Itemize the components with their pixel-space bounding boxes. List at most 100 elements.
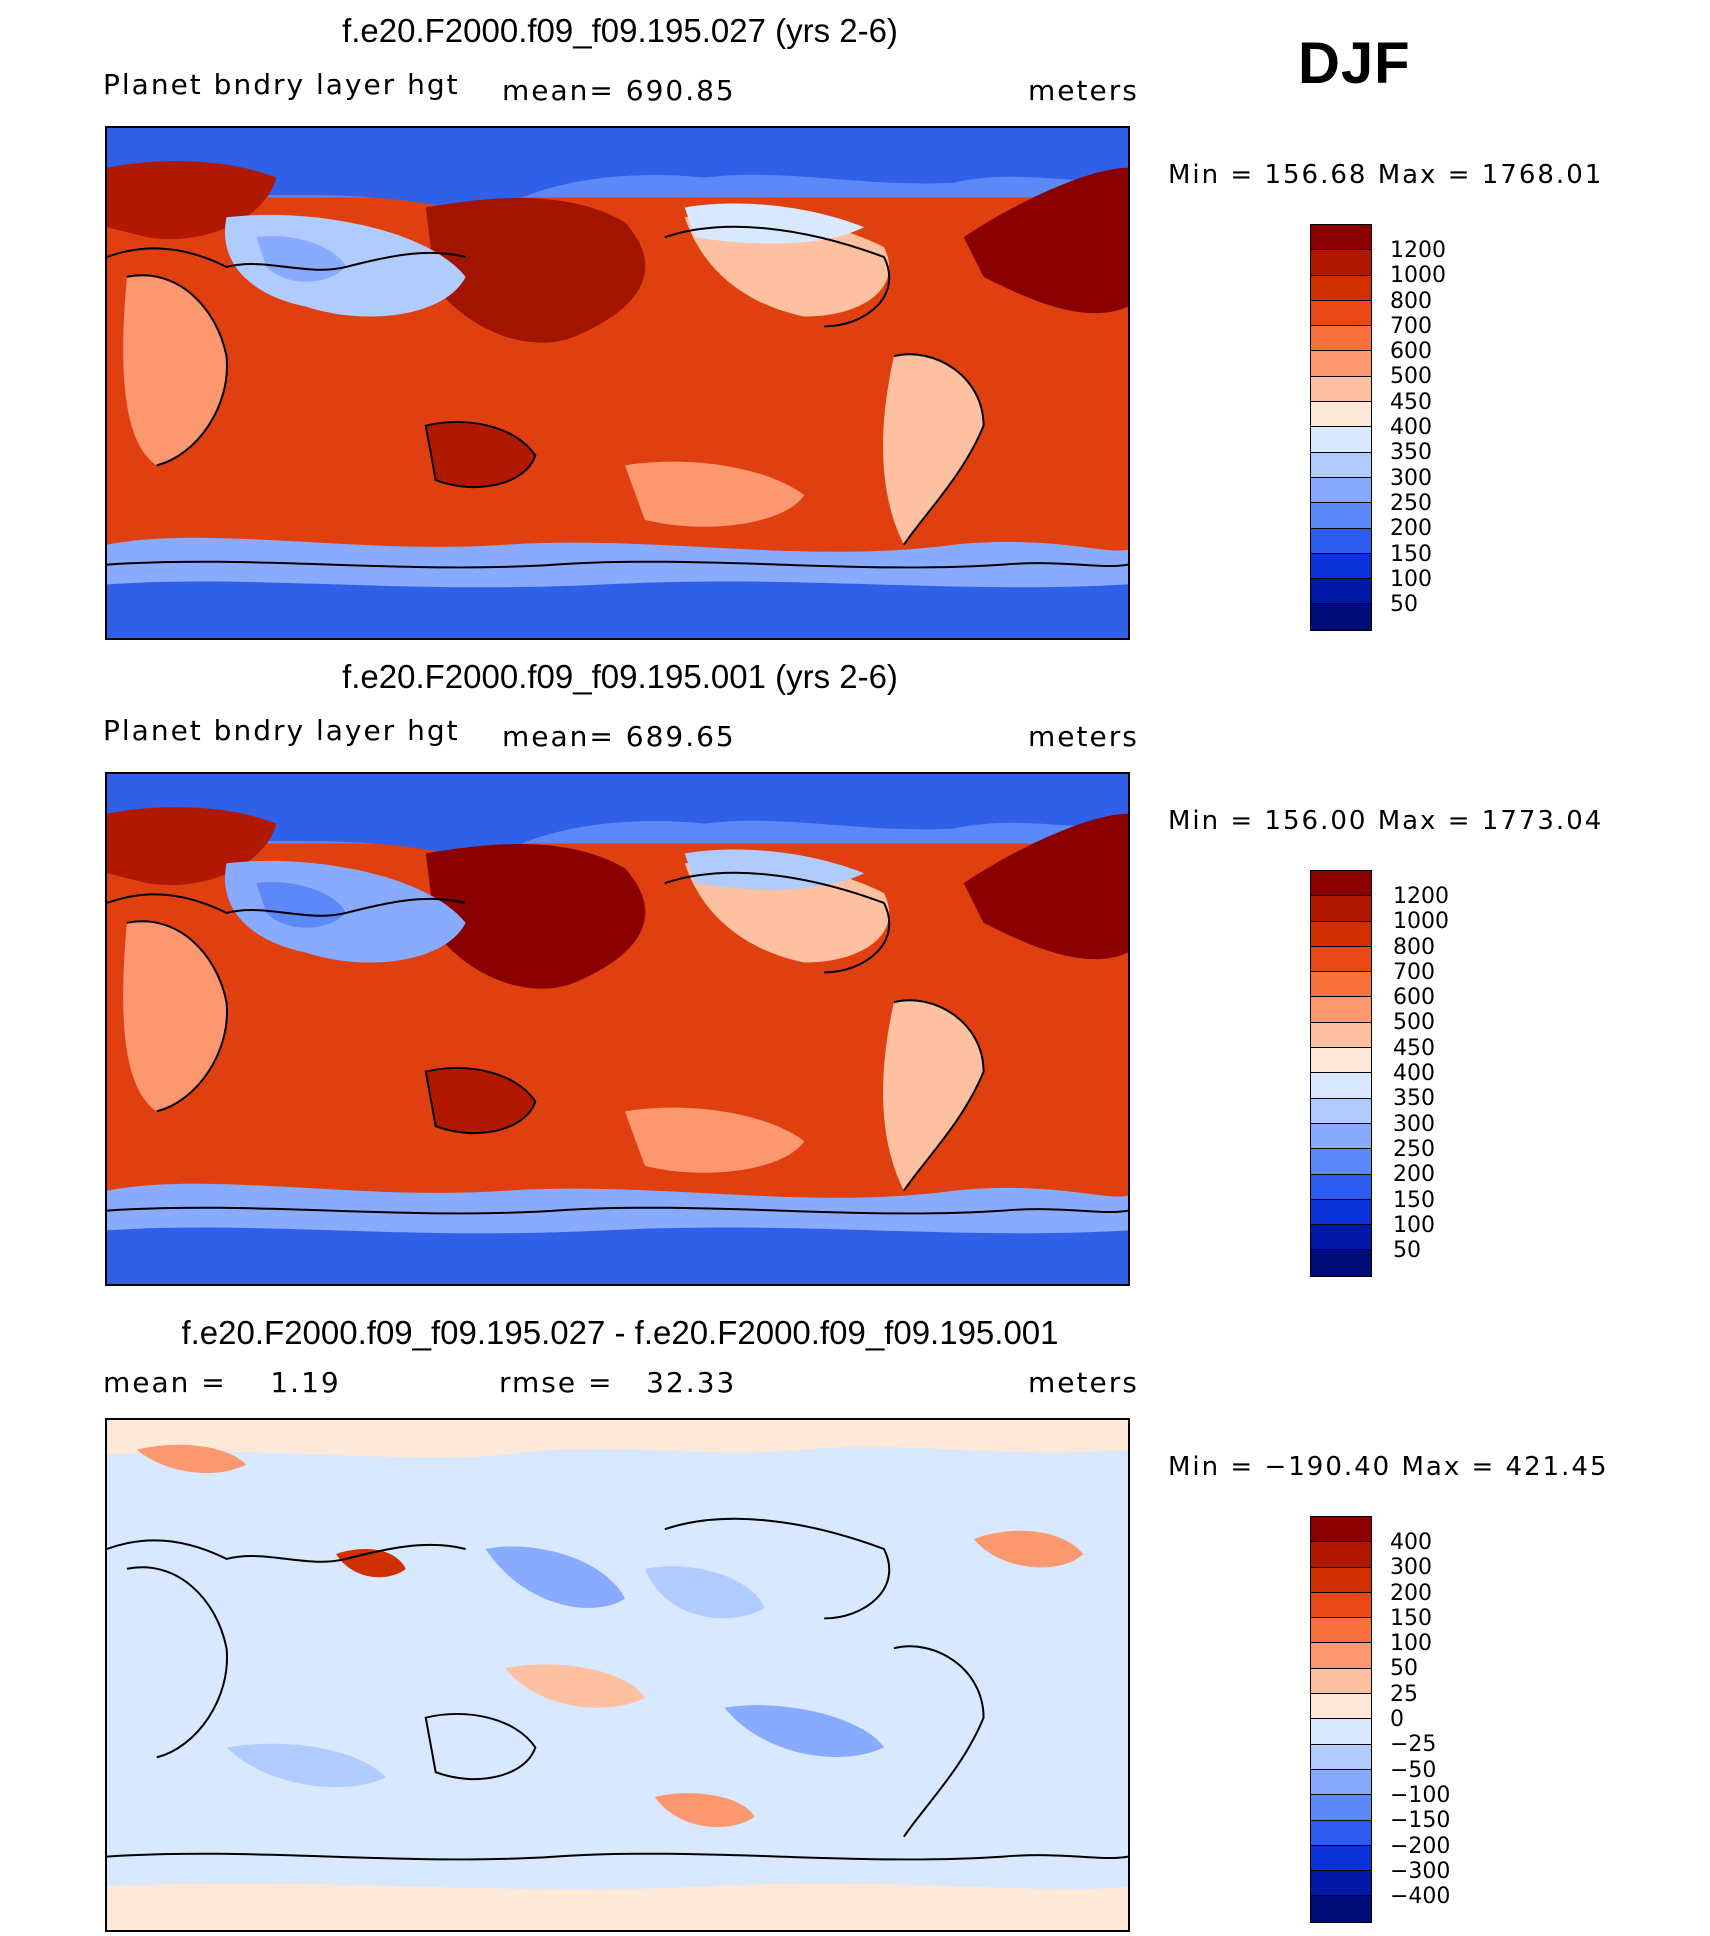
colorbar-swatch: [1311, 477, 1371, 504]
colorbar-label: −400: [1390, 1884, 1451, 1910]
colorbar-label: 200: [1390, 516, 1432, 542]
colorbar-swatch: [1311, 1250, 1371, 1276]
south-pacific-positive: [654, 1793, 755, 1828]
colorbar-label: 100: [1390, 566, 1432, 592]
colorbar-swatch: [1311, 896, 1371, 922]
colorbar-swatch: [1311, 997, 1371, 1023]
colorbar-label: 200: [1390, 1580, 1432, 1606]
colorbar-swatch: [1311, 972, 1371, 998]
colorbar-label: 150: [1390, 541, 1432, 567]
panel-1-title: f.e20.F2000.f09_f09.195.027 (yrs 2-6): [342, 12, 898, 49]
panel-2-units-label: meters: [1028, 720, 1139, 753]
arctic-low: [107, 774, 1128, 864]
panel-3-mean-label: mean = 1.19: [103, 1366, 341, 1399]
difference-field: [107, 1420, 1128, 1930]
colorbar-swatch: [1311, 300, 1371, 327]
panel-3-map: [105, 1418, 1130, 1932]
colorbar-swatch: [1311, 1896, 1371, 1922]
colorbar-label: 400: [1393, 1061, 1435, 1087]
north-pacific-high: [425, 844, 646, 989]
canada-low: [684, 203, 865, 244]
colorbar-label: 300: [1390, 1555, 1432, 1581]
colorbar-swatch: [1311, 1592, 1371, 1619]
panel-2-minmax: Min = 156.00 Max = 1773.04: [1168, 806, 1604, 836]
coastlines: [107, 871, 1128, 1215]
colorbar-swatch: [1311, 1769, 1371, 1796]
panel-1-colorbar-labels: 1200 1000 800 700 600 500 450 400 350 300 250 200 15…: [1390, 238, 1446, 617]
arctic-positive: [107, 1420, 1128, 1458]
colorbar-label: 600: [1390, 339, 1432, 365]
colorbar-swatch: [1311, 1694, 1371, 1720]
panel-2-map: [105, 772, 1130, 1286]
colorbar-label: 500: [1390, 364, 1432, 390]
south-pacific-low: [624, 461, 805, 527]
colorbar-label: 400: [1390, 1530, 1432, 1555]
colorbar-label: 0: [1390, 1707, 1404, 1733]
pacific-negative: [485, 1546, 625, 1608]
europe-positive: [136, 1444, 247, 1474]
north-atlantic-high: [963, 813, 1128, 960]
colorbar-swatch: [1311, 1820, 1371, 1846]
colorbar-label: 500: [1393, 1010, 1435, 1036]
colorbar-swatch: [1311, 376, 1371, 403]
colorbar-label: 700: [1390, 313, 1432, 339]
colorbar-swatch: [1311, 1795, 1371, 1821]
south-america-land: [883, 1000, 984, 1191]
panel-1-variable-label: Planet bndry layer hgt: [103, 68, 460, 101]
colorbar-label: 200: [1393, 1162, 1435, 1188]
panel-1-colorbar: [1310, 224, 1372, 631]
colorbar-swatch: [1311, 1668, 1371, 1695]
africa-land: [123, 275, 228, 466]
colorbar-label: 1000: [1390, 263, 1446, 289]
australia-land: [425, 1067, 536, 1134]
antarctica-band: [107, 581, 1128, 638]
colorbar-swatch: [1311, 427, 1371, 453]
colorbar-swatch: [1311, 553, 1371, 580]
colorbar-label: 50: [1393, 1238, 1421, 1264]
colorbar-swatch: [1311, 225, 1371, 251]
antarctica-band: [107, 1227, 1128, 1284]
colorbar-swatch: [1311, 871, 1371, 897]
colorbar-label: 350: [1393, 1086, 1435, 1112]
colorbar-label: 1200: [1393, 884, 1449, 909]
colorbar-label: 50: [1390, 592, 1418, 618]
colorbar-label: 300: [1393, 1111, 1435, 1137]
colorbar-label: 700: [1393, 959, 1435, 985]
colorbar-swatch: [1311, 528, 1371, 554]
colorbar-label: 100: [1393, 1212, 1435, 1238]
colorbar-label: 400: [1390, 415, 1432, 441]
colorbar-swatch: [1311, 1871, 1371, 1897]
panel-2-colorbar-labels: 1200 1000 800 700 600 500 450 400 350 300 250 200 15…: [1393, 884, 1449, 1263]
colorbar-label: 1000: [1393, 909, 1449, 935]
antarctica-positive: [107, 1883, 1128, 1930]
colorbar-label: 450: [1393, 1035, 1435, 1061]
colorbar-label: 350: [1390, 440, 1432, 466]
colorbar-swatch: [1311, 946, 1371, 973]
colorbar-label: 250: [1390, 490, 1432, 516]
panel-2-variable-label: Planet bndry layer hgt: [103, 714, 460, 747]
panel-3-map-svg: [107, 1420, 1128, 1930]
colorbar-swatch: [1311, 275, 1371, 301]
panel-2-mean-label: mean= 689.65: [502, 720, 736, 753]
colorbar-swatch: [1311, 1719, 1371, 1745]
panel-1-map: [105, 126, 1130, 640]
panel-1-mean-label: mean= 690.85: [502, 74, 736, 107]
colorbar-swatch: [1311, 604, 1371, 630]
colorbar-label: −150: [1390, 1808, 1451, 1834]
panel-2-colorbar: [1310, 870, 1372, 1277]
colorbar-swatch: [1311, 1542, 1371, 1568]
canada-low: [684, 849, 865, 890]
pacific-negative-2: [644, 1566, 765, 1619]
atlantic-positive: [973, 1530, 1084, 1568]
south-pacific-negative: [724, 1705, 884, 1758]
colorbar-swatch: [1311, 1744, 1371, 1770]
colorbar-label: 300: [1390, 465, 1432, 491]
colorbar-swatch: [1311, 1123, 1371, 1150]
colorbar-label: 450: [1390, 389, 1432, 415]
colorbar-swatch: [1311, 1618, 1371, 1644]
north-pacific-high: [425, 198, 646, 343]
panel-3-colorbar-labels: 400 300 200 150 100 50 25 0 −25 −50 −100 −150 −200 −3…: [1390, 1530, 1450, 1909]
colorbar-label: 100: [1390, 1631, 1432, 1657]
panel-3-colorbar: [1310, 1516, 1372, 1923]
panel-3-minmax: Min = −190.40 Max = 421.45: [1168, 1452, 1609, 1482]
